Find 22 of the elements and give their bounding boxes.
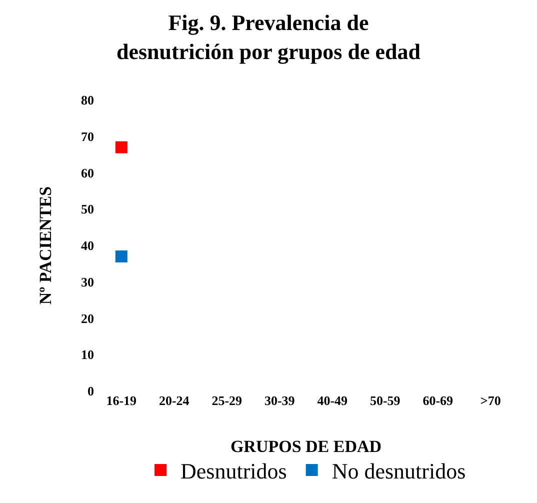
x-tick-label: 30-39 xyxy=(264,393,296,408)
y-tick-label: 20 xyxy=(81,310,94,326)
y-tick-label: 10 xyxy=(81,347,94,362)
x-tick-label: >70 xyxy=(480,393,501,408)
legend-label: Desnutridos xyxy=(180,458,287,484)
x-tick-label: 40-49 xyxy=(317,393,348,408)
x-tick-label: 20-24 xyxy=(158,393,190,408)
legend-label: No desnutridos xyxy=(332,458,466,484)
y-tick-label: 40 xyxy=(81,238,94,254)
y-tick-label: 80 xyxy=(81,92,94,108)
chart-title: Fig. 9. Prevalencia de desnutrición por grupos de edad xyxy=(116,10,420,64)
x-tick-label: 16-19 xyxy=(106,393,138,408)
x-tick-label: 60-69 xyxy=(422,393,454,408)
y-tick-label: 30 xyxy=(81,274,94,290)
x-axis-title: GRUPOS DE EDAD xyxy=(230,437,382,456)
y-axis-title: Nº PACIENTES xyxy=(36,186,55,305)
y-tick-label: 60 xyxy=(81,165,94,180)
x-tick-label: 25-29 xyxy=(212,393,243,408)
y-tick-label: 50 xyxy=(81,202,94,217)
x-tick-label: 50-59 xyxy=(370,393,401,408)
y-tick-label: 70 xyxy=(81,128,94,144)
y-tick-label: 0 xyxy=(88,384,94,399)
